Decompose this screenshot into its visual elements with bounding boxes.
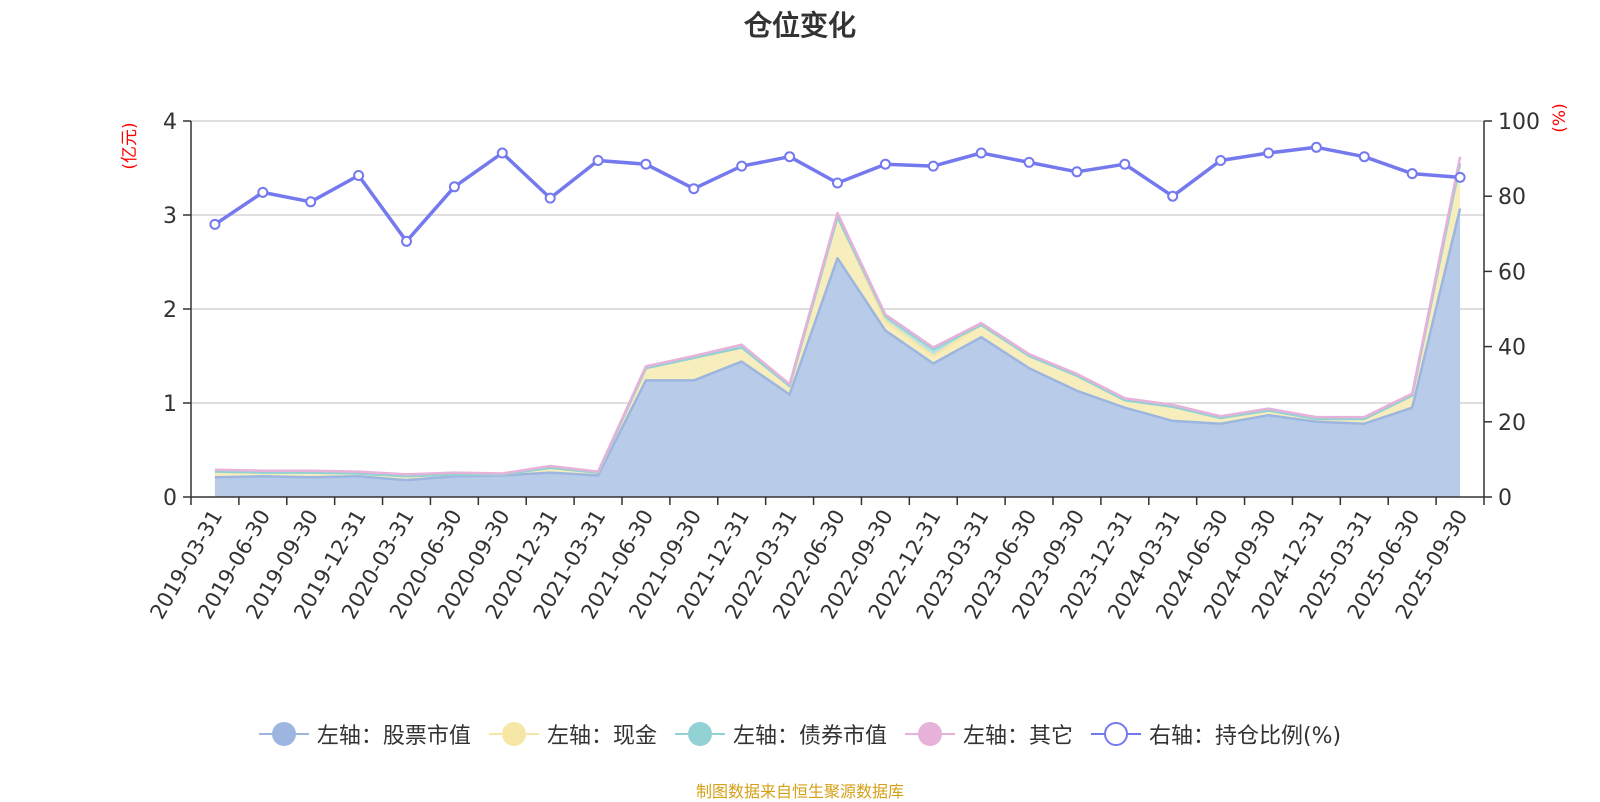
legend-label: 左轴：股票市值 xyxy=(316,724,471,749)
line-point xyxy=(496,147,508,159)
line-point xyxy=(640,158,652,170)
line-point xyxy=(688,183,700,195)
legend-label: 左轴：现金 xyxy=(546,724,657,749)
y-left-tick-label: 1 xyxy=(163,392,177,417)
line-point xyxy=(544,192,556,204)
area-series-1 xyxy=(214,163,1461,481)
y-right-tick-label: 20 xyxy=(1498,411,1526,436)
line-point xyxy=(401,235,412,247)
y-left-axis-label: (亿元) xyxy=(120,122,140,169)
legend: 左轴：股票市值 左轴：现金 左轴：债券市值 左轴：其它 右轴：持仓比例(%) xyxy=(0,718,1600,750)
y-right-tick-label: 100 xyxy=(1498,110,1540,135)
line-point xyxy=(832,177,843,189)
line-point xyxy=(1119,158,1131,170)
legend-label: 右轴：持仓比例(%) xyxy=(1148,724,1342,749)
y-left-tick-label: 3 xyxy=(163,204,177,229)
line-point xyxy=(1406,168,1418,180)
line-point xyxy=(975,147,987,159)
line-point xyxy=(353,170,365,181)
line-point xyxy=(448,181,460,193)
legend-marker-icon xyxy=(904,721,955,747)
line-point xyxy=(879,158,891,170)
line-point xyxy=(209,218,221,230)
y-left-tick-label: 0 xyxy=(163,486,177,511)
legend-item-3[interactable]: 左轴：其它 xyxy=(904,718,1073,750)
line-point xyxy=(257,186,269,198)
line-point xyxy=(1263,147,1274,159)
line-point xyxy=(927,160,939,172)
y-left-tick-label: 4 xyxy=(163,110,177,135)
line-point xyxy=(1071,166,1083,178)
y-right-tick-label: 60 xyxy=(1498,260,1526,285)
legend-marker-icon xyxy=(258,721,309,747)
line-point xyxy=(592,155,604,166)
legend-marker-icon xyxy=(674,721,725,747)
line-point xyxy=(736,160,748,172)
line-point xyxy=(1215,155,1227,166)
y-right-tick-label: 80 xyxy=(1498,185,1526,210)
area-line-series-3 xyxy=(214,156,1462,476)
line-point xyxy=(1167,190,1179,202)
y-right-tick-label: 0 xyxy=(1498,486,1512,511)
line-point xyxy=(1310,141,1322,153)
source-note: 制图数据来自恒生聚源数据库 xyxy=(695,782,904,801)
y-right-axis-label: (%) xyxy=(1550,103,1570,132)
line-point xyxy=(1358,151,1370,163)
y-right-tick-label: 40 xyxy=(1498,336,1526,361)
line-point xyxy=(305,196,317,208)
y-left-tick-label: 2 xyxy=(163,298,177,323)
legend-item-2[interactable]: 左轴：债券市值 xyxy=(674,718,887,750)
legend-label: 左轴：债券市值 xyxy=(732,724,887,749)
chart-title: 仓位变化 xyxy=(743,9,856,42)
legend-label: 左轴：其它 xyxy=(962,724,1073,749)
area-line-series-0 xyxy=(214,208,1462,482)
line-point xyxy=(1454,171,1466,183)
legend-marker-icon xyxy=(488,721,539,747)
chart-canvas: 01234020406080100(亿元)(%)2019-03-312019-0… xyxy=(120,103,1570,623)
area-series-0 xyxy=(214,208,1461,497)
legend-item-4[interactable]: 右轴：持仓比例(%) xyxy=(1090,718,1342,750)
legend-item-1[interactable]: 左轴：现金 xyxy=(488,718,657,750)
legend-item-0[interactable]: 左轴：股票市值 xyxy=(258,718,471,750)
line-point xyxy=(1023,156,1035,168)
line-point xyxy=(784,151,796,163)
legend-marker-icon xyxy=(1090,721,1141,747)
